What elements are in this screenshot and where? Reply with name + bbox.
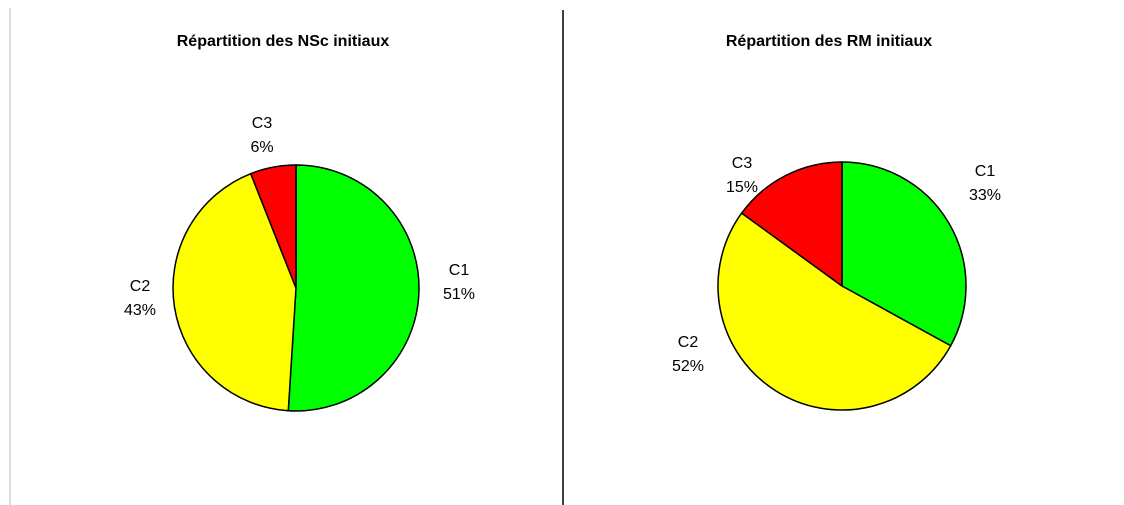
slice-value-label: 51%: [443, 286, 475, 303]
pie-slice: [740, 161, 843, 288]
slice-value-label: 43%: [124, 302, 156, 319]
pie-slice: [287, 164, 420, 412]
pie-slice: [249, 164, 297, 289]
chart-title: Répartition des RM initiaux: [726, 33, 932, 50]
pie-slice: [841, 161, 967, 347]
slice-value-label: 33%: [969, 187, 1001, 204]
slice-category: C1: [975, 163, 996, 180]
slice-category: C3: [252, 115, 273, 132]
slice-value-label: 52%: [672, 358, 704, 375]
chart-title: Répartition des NSc initiaux: [177, 33, 390, 50]
pie-slice: [172, 172, 297, 412]
slice-value-label: 15%: [726, 179, 758, 196]
slice-category: C2: [130, 278, 151, 295]
slice-category: C3: [732, 155, 753, 172]
pie-slice: [717, 212, 952, 411]
slice-category: C1: [449, 262, 470, 279]
slice-value-label: 6%: [250, 139, 273, 156]
slice-category: C2: [678, 334, 699, 351]
